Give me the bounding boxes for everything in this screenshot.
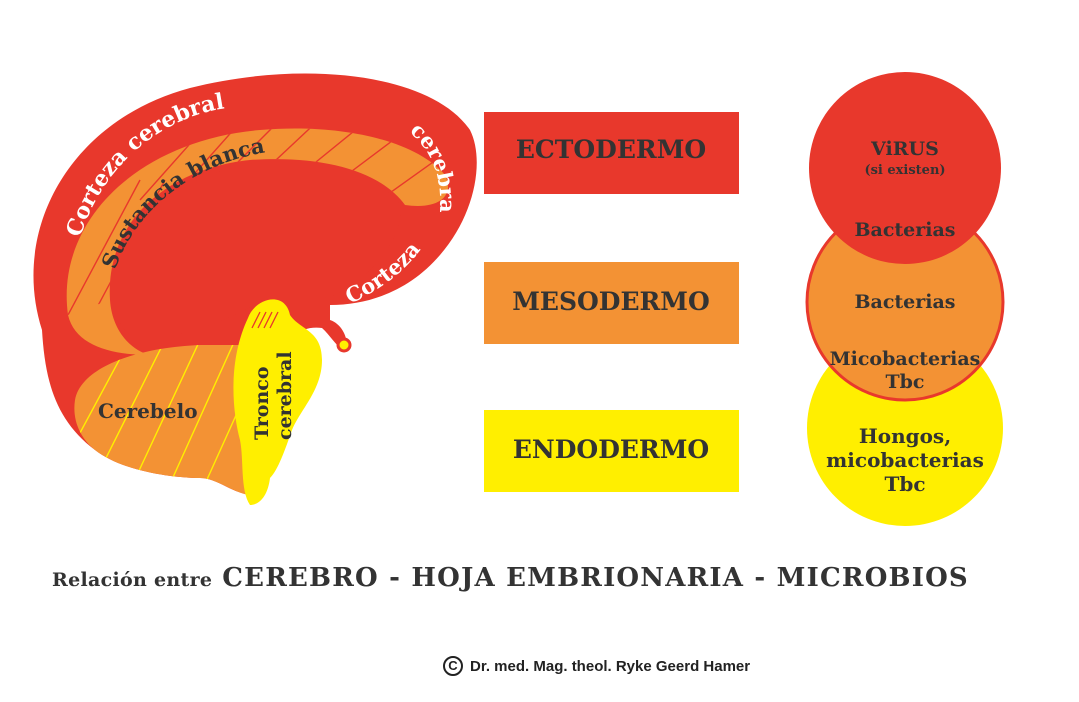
label-bacterias: Bacterias [854,291,955,313]
caption-main: CEREBRO - HOJA EMBRIONARIA - MICROBIOS [222,563,969,593]
diagram-svg: Corteza cerebral Sustancia blanca cerebr… [0,0,1005,526]
label-tronco-1: Tronco [251,367,273,441]
label-endodermo: ENDODERMO [513,435,709,464]
label-tronco-2: cerebral [274,351,296,440]
label-virus-note: (si existen) [864,163,945,178]
circle-ectodermo [809,72,1001,264]
label-mesodermo: MESODERMO [512,287,710,316]
label-virus: ViRUS [870,138,939,160]
microbe-circles: ViRUS (si existen) Bacterias Bacterias M… [805,72,1005,526]
brainstem-shape [233,299,322,505]
label-tbc-overlap: Tbc [886,371,925,393]
caption-prefix: Relación entre [52,569,213,591]
brain-illustration: Corteza cerebral Sustancia blanca cerebr… [0,0,477,505]
box-ectodermo [484,112,739,194]
label-ectodermo: ECTODERMO [516,135,706,164]
label-tbc: Tbc [884,472,925,496]
label-cerebelo: Cerebelo [98,399,198,423]
copyright-credit: C Dr. med. Mag. theol. Ryke Geerd Hamer [443,656,750,676]
box-mesodermo [484,262,739,344]
label-micobacterias-overlap: Micobacterias [830,348,981,370]
brainstem-hatch [251,311,279,329]
copyright-icon: C [443,656,463,676]
credit-text: Dr. med. Mag. theol. Ryke Geerd Hamer [470,657,751,675]
label-hongos: Hongos, [859,424,951,448]
germ-layer-boxes: ECTODERMO MESODERMO ENDODERMO [484,112,739,492]
label-micobacterias: micobacterias [826,448,984,472]
inner-core [113,164,401,338]
cerebellum-hatch [74,345,262,496]
diagram-caption: Relación entre CEREBRO - HOJA EMBRIONARIA… [52,563,969,593]
box-endodermo [484,410,739,492]
pituitary-knob [336,337,352,353]
label-bacterias-overlap: Bacterias [854,219,955,241]
